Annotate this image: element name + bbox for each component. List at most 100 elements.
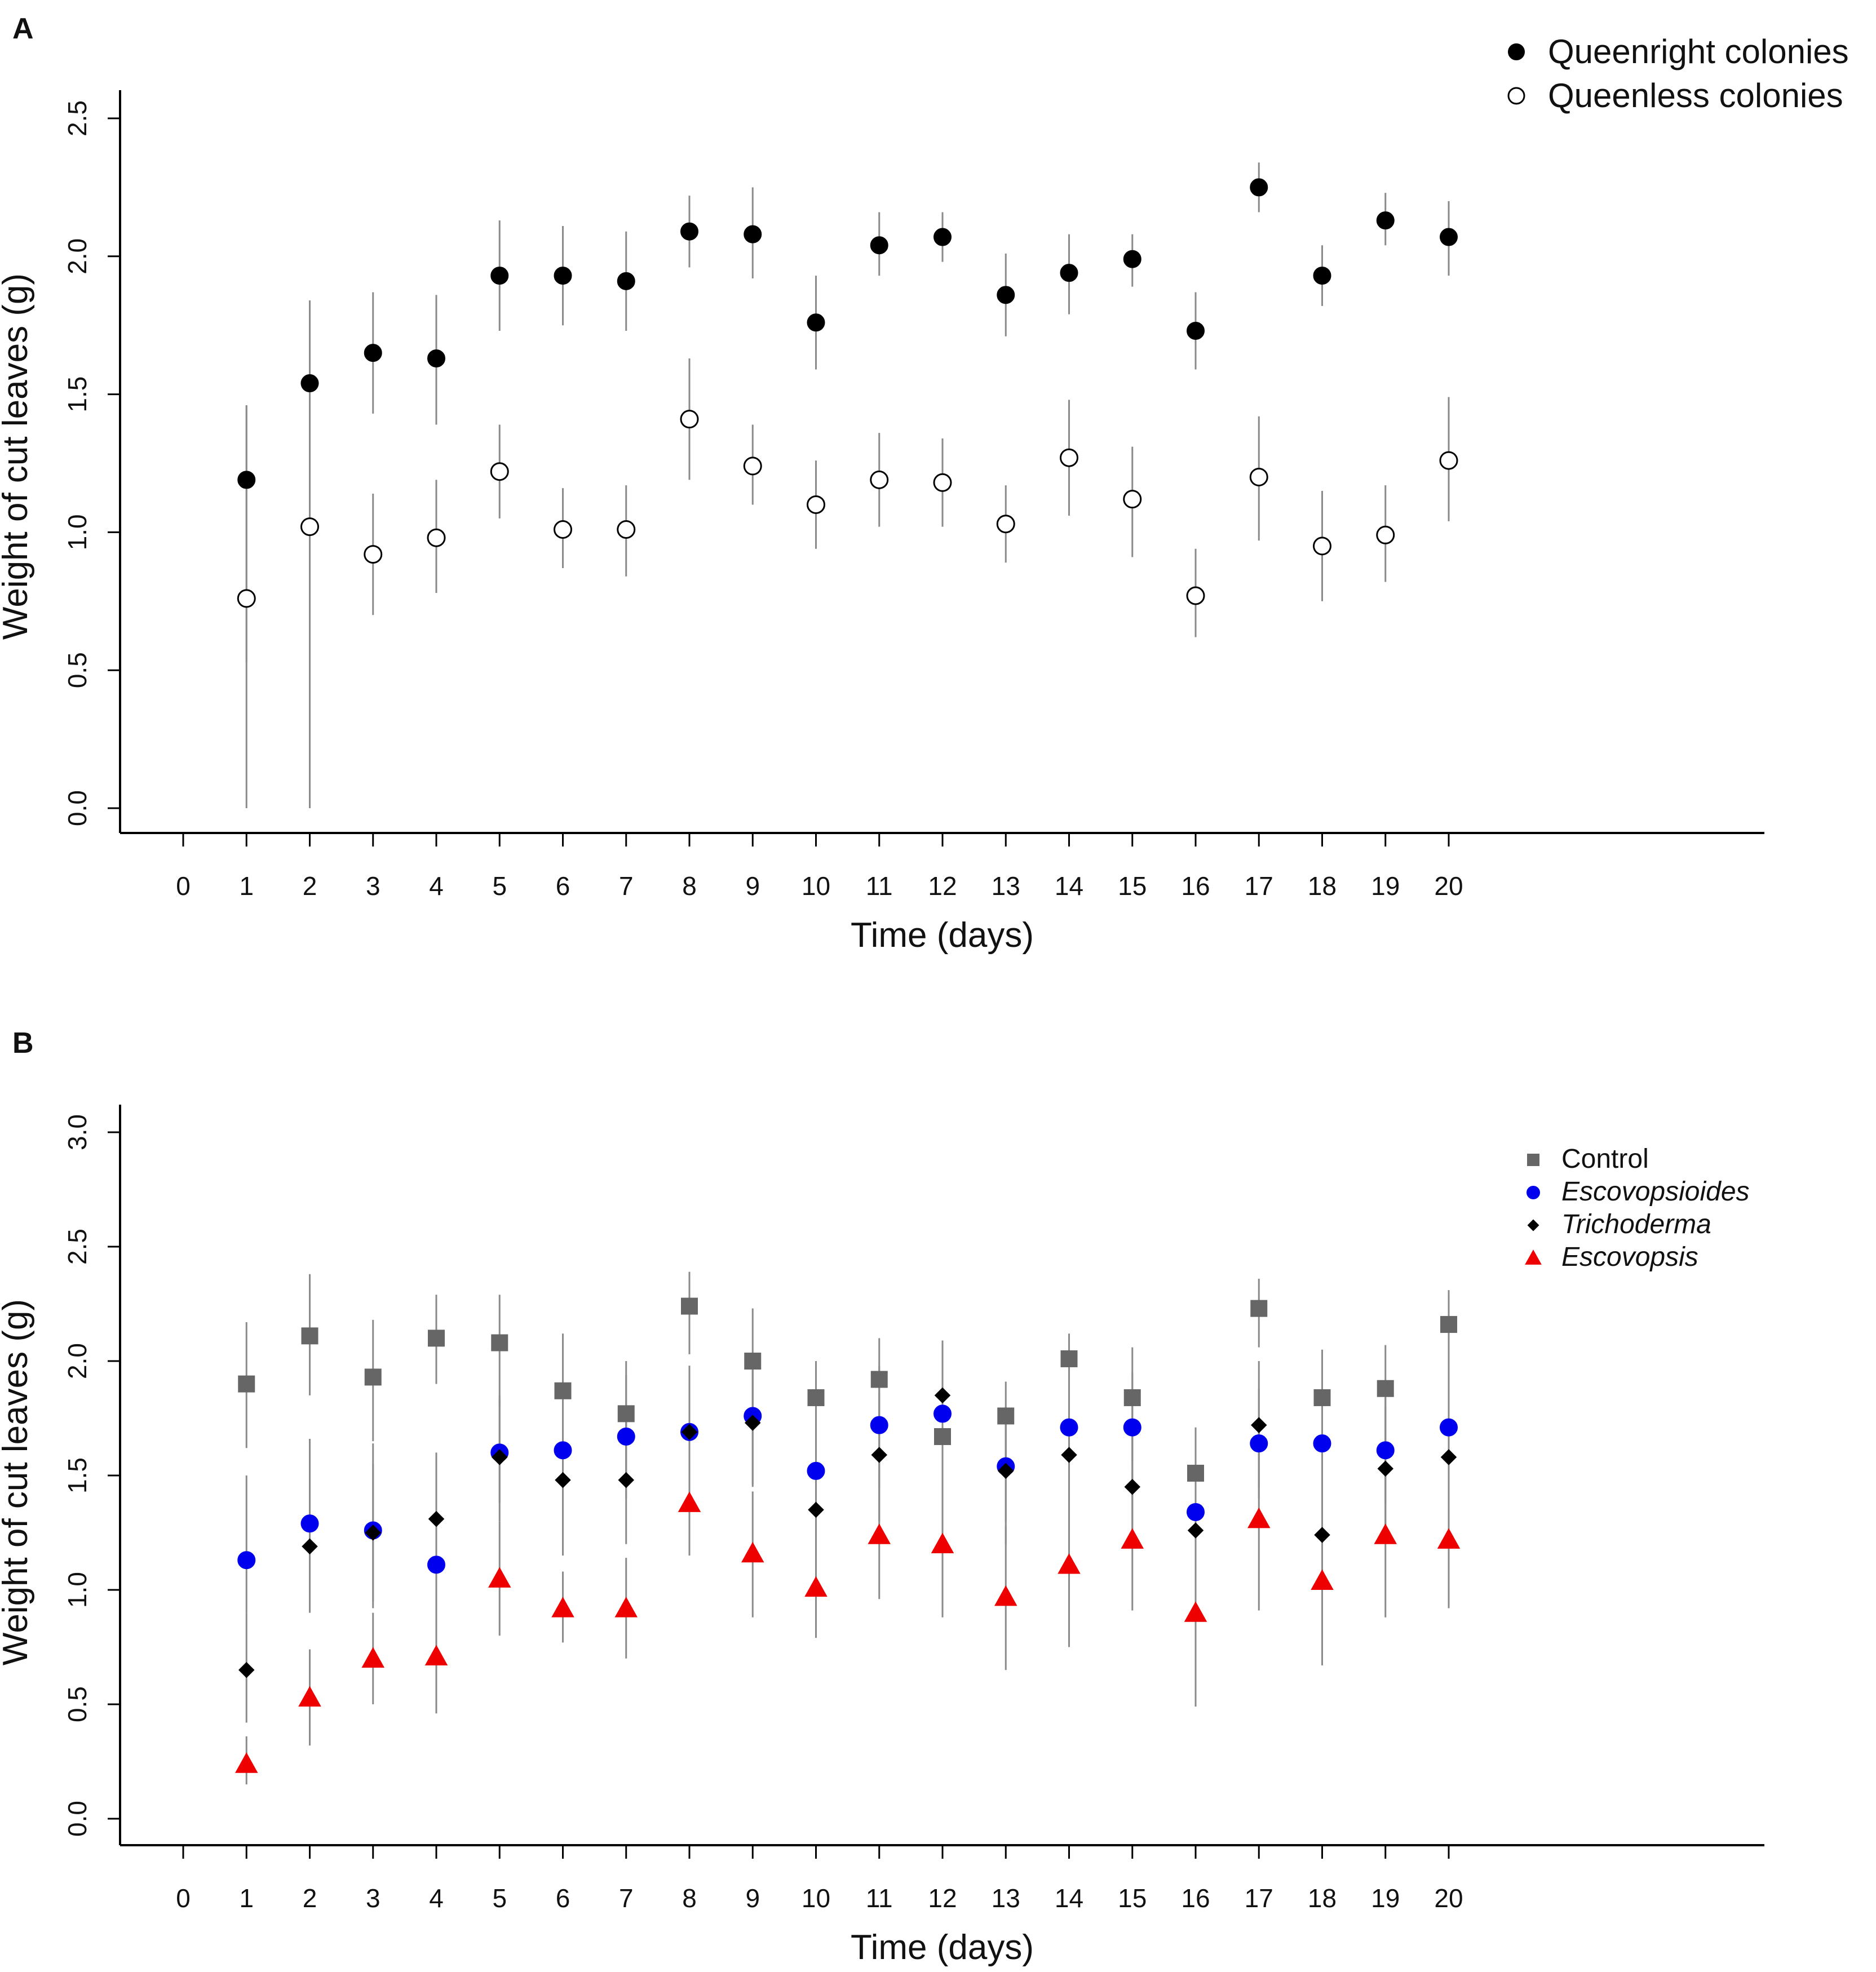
data-point-escovopsioides xyxy=(1440,1418,1458,1437)
data-point-control xyxy=(807,1389,825,1406)
y-tick-label: 2.5 xyxy=(63,1229,92,1265)
data-point-escovopsis xyxy=(361,1647,384,1668)
data-point-escovopsis xyxy=(1247,1507,1271,1528)
legend-label: Trichoderma xyxy=(1561,1209,1711,1239)
legend-marker xyxy=(1527,1154,1539,1166)
data-point-escovopsis xyxy=(804,1576,828,1597)
data-point-control xyxy=(1440,1316,1457,1333)
legend-marker xyxy=(1507,87,1525,105)
x-tick-label: 16 xyxy=(1181,871,1210,901)
x-tick-label: 19 xyxy=(1371,1884,1400,1913)
data-point-escovopsis xyxy=(994,1585,1017,1606)
y-tick-label: 1.0 xyxy=(63,514,92,550)
x-tick-label: 18 xyxy=(1308,871,1337,901)
y-axis-title: Weight of cut leaves (g) xyxy=(0,1299,35,1665)
x-tick-label: 13 xyxy=(992,871,1020,901)
data-point-escovopsis xyxy=(931,1532,954,1553)
data-point-queenless-colonies xyxy=(743,457,762,476)
data-point-queenright-colonies xyxy=(1250,178,1268,197)
data-point-queenless-colonies xyxy=(870,470,889,489)
x-tick-label: 1 xyxy=(239,871,254,901)
panel-a: A0.00.51.01.52.02.50 1 2 3 4 5 6 7 8 9 10 11 12 13 14 1… xyxy=(0,12,1849,955)
data-point-queenless-colonies xyxy=(807,495,825,514)
x-tick-label: 2 xyxy=(303,871,317,901)
data-point-control xyxy=(681,1297,698,1315)
data-point-queenright-colonies xyxy=(300,374,319,393)
legend-label: Escovopsis xyxy=(1561,1242,1698,1272)
data-point-queenright-colonies xyxy=(744,225,762,243)
y-tick-label: 1.5 xyxy=(63,1457,92,1494)
x-tick-label: 5 xyxy=(492,1884,507,1913)
data-point-escovopsis xyxy=(488,1567,511,1588)
x-tick-label: 20 xyxy=(1434,871,1463,901)
x-tick-label: 13 xyxy=(992,1884,1020,1913)
legend-label: Queenright colonies xyxy=(1548,33,1849,70)
data-point-trichoderma xyxy=(1124,1479,1140,1495)
data-point-trichoderma xyxy=(1251,1417,1267,1433)
data-point-queenless-colonies xyxy=(996,515,1015,534)
data-point-queenright-colonies xyxy=(237,471,256,489)
data-point-queenless-colonies xyxy=(300,517,319,537)
data-point-trichoderma xyxy=(238,1661,255,1678)
x-tick-label: 4 xyxy=(429,871,444,901)
data-point-queenright-colonies xyxy=(933,228,952,246)
data-point-queenright-colonies xyxy=(1187,321,1205,340)
x-tick-label: 11 xyxy=(866,871,893,901)
data-point-escovopsioides xyxy=(554,1441,572,1460)
x-tick-label: 16 xyxy=(1181,1884,1210,1913)
data-point-escovopsioides xyxy=(870,1416,888,1434)
data-point-queenright-colonies xyxy=(1440,228,1458,246)
data-point-escovopsioides xyxy=(1250,1434,1268,1453)
data-point-escovopsioides xyxy=(617,1427,635,1446)
data-point-control xyxy=(1313,1389,1331,1406)
data-point-queenright-colonies xyxy=(807,313,825,332)
legend-marker xyxy=(1525,1249,1542,1265)
data-point-trichoderma xyxy=(808,1501,824,1518)
data-point-escovopsioides xyxy=(1187,1503,1205,1521)
y-tick-label: 3.0 xyxy=(63,1114,92,1150)
data-point-queenless-colonies xyxy=(364,545,383,564)
data-point-escovopsis xyxy=(1374,1523,1397,1544)
y-tick-label: 2.0 xyxy=(63,1343,92,1379)
x-tick-label: 9 xyxy=(745,871,760,901)
x-tick-label: 4 xyxy=(429,1884,444,1913)
data-point-queenright-colonies xyxy=(1313,267,1331,285)
x-tick-label: 20 xyxy=(1434,1884,1463,1913)
x-tick-label: 18 xyxy=(1308,1884,1337,1913)
data-point-escovopsis xyxy=(678,1491,701,1512)
data-point-escovopsioides xyxy=(933,1404,952,1423)
data-point-control xyxy=(238,1375,255,1393)
x-tick-label: 11 xyxy=(866,1884,893,1913)
x-tick-label: 15 xyxy=(1118,871,1147,901)
data-point-trichoderma xyxy=(1314,1527,1330,1543)
data-point-trichoderma xyxy=(492,1449,508,1465)
data-point-escovopsis xyxy=(1121,1528,1144,1549)
data-point-trichoderma xyxy=(618,1472,634,1488)
x-tick-label: 6 xyxy=(556,1884,570,1913)
data-point-escovopsis xyxy=(235,1752,258,1773)
x-tick-label: 0 xyxy=(176,1884,191,1913)
data-point-escovopsis xyxy=(551,1597,574,1618)
data-point-queenright-colonies xyxy=(554,267,572,285)
data-point-queenright-colonies xyxy=(680,222,698,241)
x-tick-label: 14 xyxy=(1055,871,1083,901)
data-point-escovopsis xyxy=(1184,1601,1207,1622)
y-tick-label: 1.5 xyxy=(63,376,92,413)
data-point-trichoderma xyxy=(681,1424,698,1441)
x-tick-label: 0 xyxy=(176,871,191,901)
data-point-queenright-colonies xyxy=(1123,250,1141,268)
x-tick-label: 6 xyxy=(556,871,570,901)
data-point-trichoderma xyxy=(998,1463,1014,1479)
data-point-control xyxy=(428,1330,445,1347)
panel-b: B0.00.51.01.52.02.53.00 1 2 3 4 5 6 7 8 9 10 11 12 13… xyxy=(0,1027,1764,1967)
data-point-trichoderma xyxy=(745,1415,761,1431)
data-point-queenless-colonies xyxy=(617,520,636,539)
data-point-escovopsis xyxy=(1437,1528,1461,1549)
x-axis-title: Time (days) xyxy=(851,1928,1034,1967)
data-point-escovopsis xyxy=(1058,1553,1081,1574)
data-point-control xyxy=(301,1327,318,1345)
y-tick-label: 0.5 xyxy=(63,652,92,688)
legend-marker xyxy=(1527,1219,1539,1231)
x-tick-label: 8 xyxy=(682,871,697,901)
data-point-queenless-colonies xyxy=(490,462,509,481)
